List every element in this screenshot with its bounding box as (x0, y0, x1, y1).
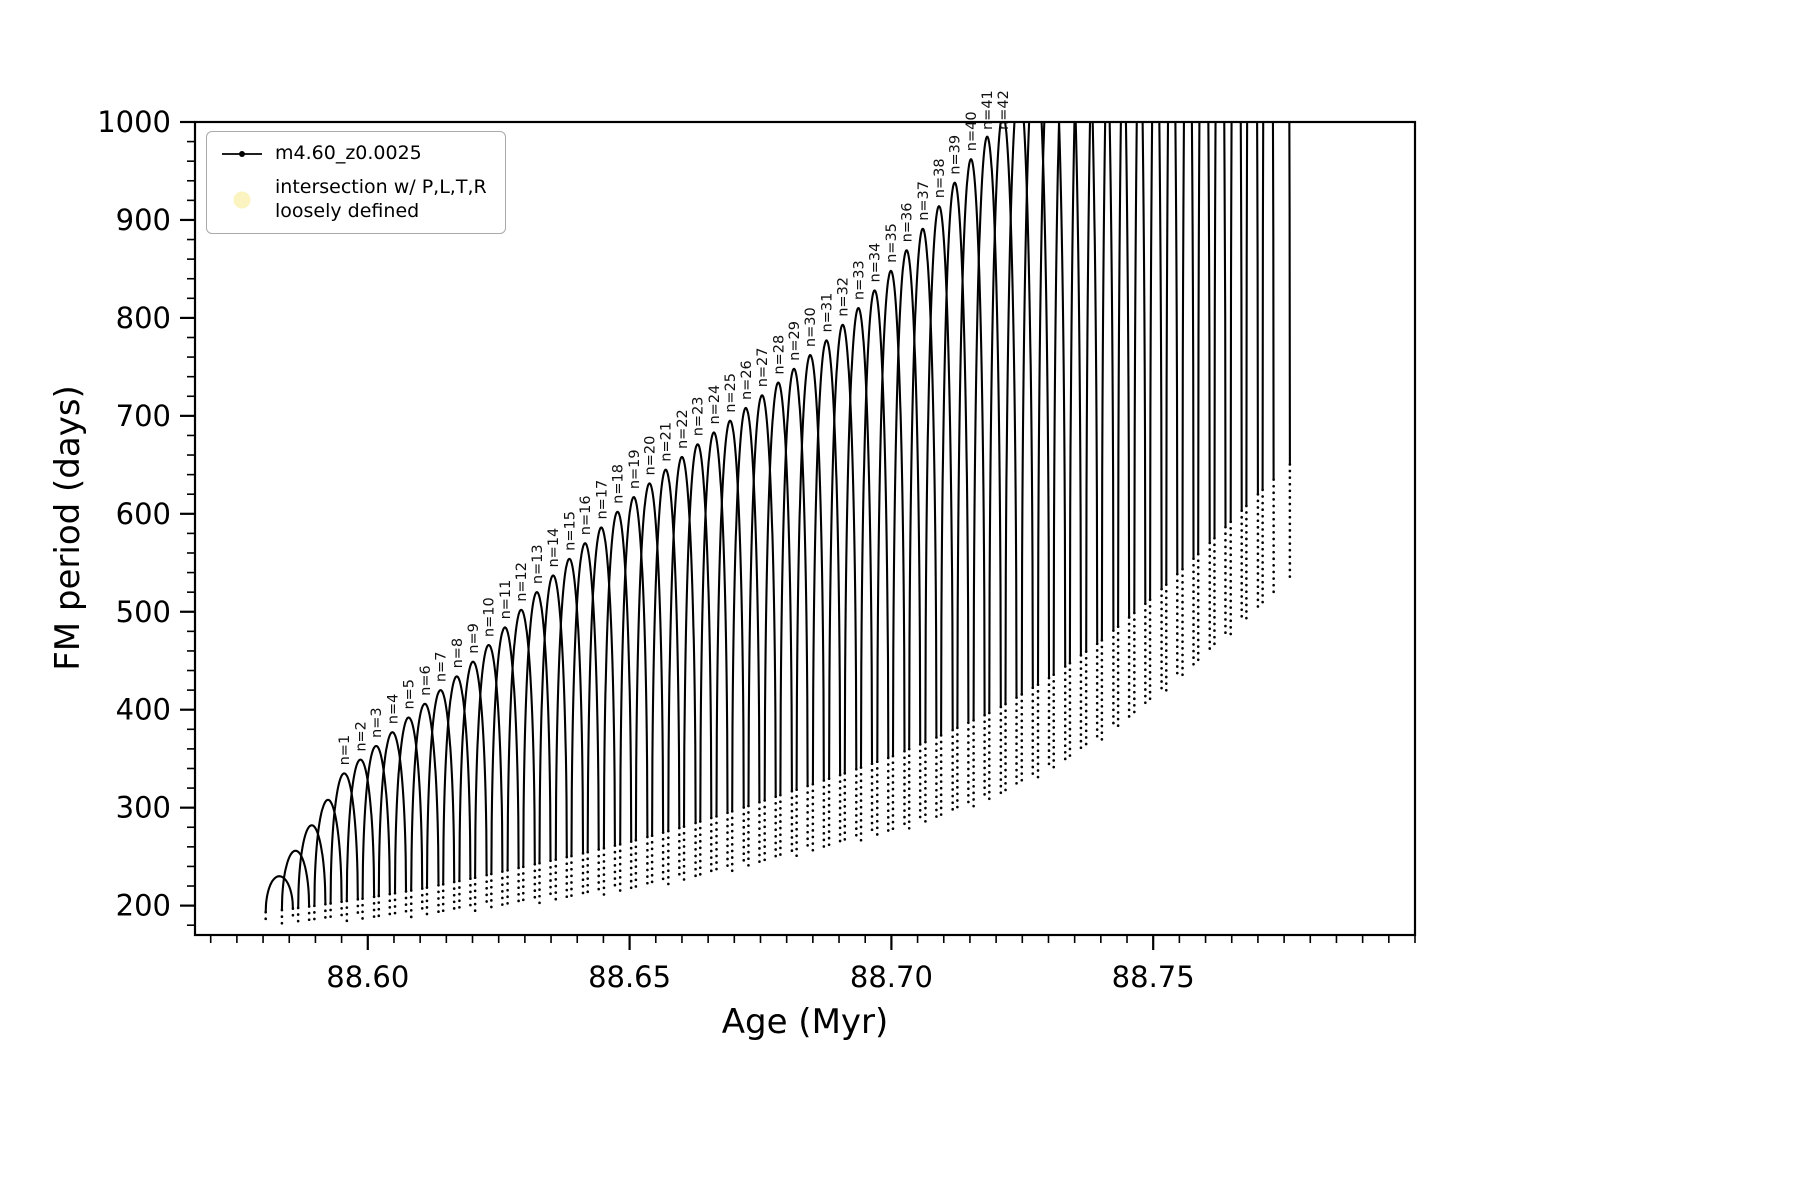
y-tick-label: 900 (116, 203, 171, 237)
arc-label: n=3 (369, 707, 385, 738)
arc-label: n=12 (514, 562, 530, 602)
arc-label: n=17 (594, 480, 610, 520)
arc-label: n=4 (385, 694, 401, 725)
legend-intersection-label-line1: intersection w/ P,L,T,R (275, 175, 487, 198)
legend-intersection-label: intersection w/ P,L,T,R loosely defined (275, 176, 487, 224)
x-tick-label: 88.65 (588, 960, 671, 994)
arc-label: n=21 (659, 422, 675, 462)
axis-ticks: 88.60 88.65 88.70 88.75 200 300 400 500 600 700 80… (97, 105, 1416, 994)
arc-label: n=22 (675, 409, 691, 449)
arc-label: n=39 (948, 135, 964, 175)
y-tick-label: 500 (116, 595, 171, 629)
legend-intersection-label-line2: loosely defined (275, 199, 420, 222)
legend-entry-intersection: intersection w/ P,L,T,R loosely defined (219, 176, 487, 224)
x-tick-label: 88.75 (1112, 960, 1195, 994)
arc-label: n=16 (578, 495, 594, 535)
legend-entry-series: m4.60_z0.0025 (219, 142, 487, 166)
axes-frame (193, 120, 1417, 937)
line-dot-marker-icon (219, 146, 265, 162)
arc-label: n=14 (546, 528, 562, 568)
arc-label: n=6 (418, 665, 434, 696)
intersection-dot (233, 191, 251, 208)
arc-label: n=15 (562, 511, 578, 551)
legend-series-label: m4.60_z0.0025 (275, 142, 422, 164)
y-tick-label: 1000 (97, 105, 171, 139)
arc-label: n=31 (819, 293, 835, 333)
arc-label: n=5 (402, 679, 418, 710)
arc-label: n=2 (353, 721, 369, 752)
arc-label: n=40 (964, 111, 980, 151)
arc-label: n=37 (916, 181, 932, 221)
arc-label: n=25 (723, 373, 739, 413)
arc-label: n=26 (739, 360, 755, 400)
arc-label: n=38 (932, 158, 948, 198)
y-tick-label: 700 (116, 399, 171, 433)
x-tick-label: 88.70 (850, 960, 933, 994)
arc-label: n=36 (900, 203, 916, 243)
arc-label: n=27 (755, 347, 771, 387)
y-tick-label: 400 (116, 693, 171, 727)
intersection-dot-marker-icon (219, 189, 265, 211)
y-tick-label: 200 (116, 889, 171, 923)
arc-label: n=9 (466, 623, 482, 654)
y-tick-label: 800 (116, 301, 171, 335)
arc-label: n=28 (771, 335, 787, 375)
arc-label: n=29 (787, 321, 803, 361)
arc-label: n=41 (980, 90, 996, 130)
y-tick-label: 600 (116, 497, 171, 531)
y-axis-label: FM period (days) (48, 385, 88, 671)
arc-label: n=18 (611, 464, 627, 504)
arc-label: n=20 (642, 436, 658, 476)
x-tick-label: 88.60 (326, 960, 409, 994)
x-axis-label: Age (Myr) (721, 1002, 889, 1042)
arc-label: n=35 (884, 223, 900, 263)
legend-point-marker (239, 150, 245, 157)
arc-label: n=19 (627, 449, 643, 489)
arc-label: n=8 (450, 638, 466, 669)
arc-label: n=42 (996, 90, 1012, 130)
series-m4.60_z0.0025 (264, 122, 1292, 926)
arc-label: n=30 (803, 307, 819, 347)
y-tick-label: 300 (116, 791, 171, 825)
arc-label: n=34 (868, 243, 884, 283)
arc-label: n=11 (498, 580, 514, 620)
arc-label: n=23 (691, 396, 707, 436)
arc-label: n=1 (337, 735, 353, 766)
legend: m4.60_z0.0025 intersection w/ P,L,T,R lo… (206, 131, 506, 235)
arc-label: n=24 (707, 385, 723, 425)
arc-label: n=10 (482, 597, 498, 637)
arc-label: n=33 (851, 260, 867, 300)
arc-labels: n=1 n=2 n=3 n=4 n=5 n=6 n=7 n=8 n=9n=10 n=11 n=12 n… (337, 90, 1012, 765)
arc-label: n=7 (434, 652, 450, 683)
arc-label: n=13 (530, 544, 546, 584)
arc-label: n=32 (836, 277, 852, 317)
